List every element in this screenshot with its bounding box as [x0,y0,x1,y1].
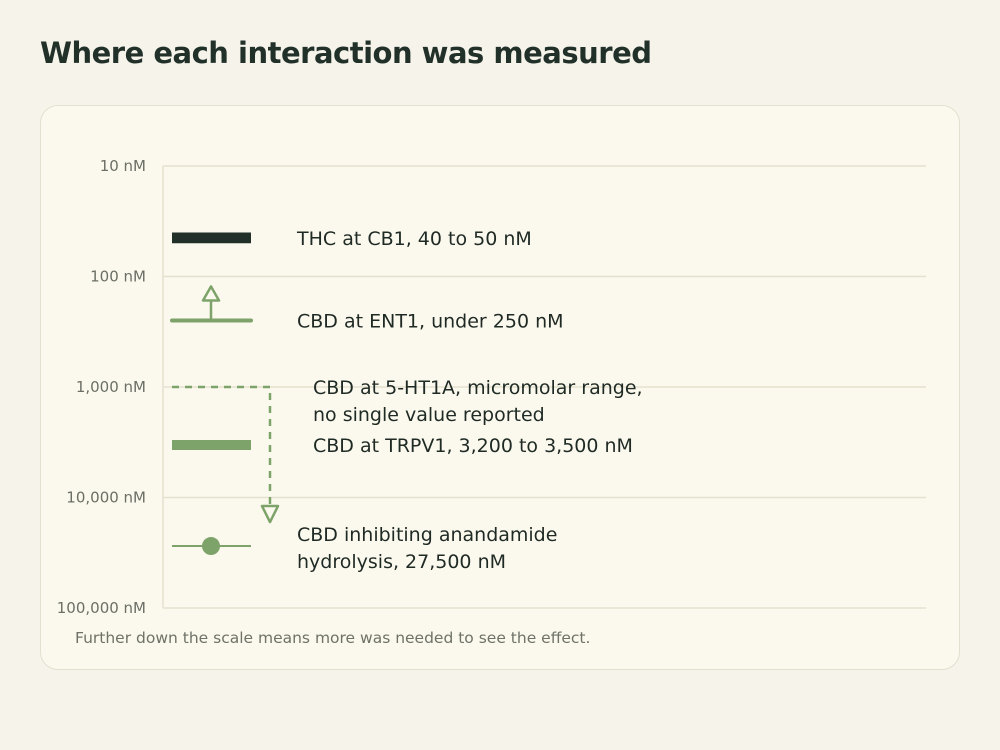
arrow-up-icon [201,285,221,302]
item-label: CBD inhibiting anandamide [297,524,557,546]
tick-label: 10,000 nM [66,489,146,507]
item-label: THC at CB1, 40 to 50 nM [296,228,532,250]
cbd-faah-point [202,537,220,556]
tick-label: 100,000 nM [57,599,146,617]
item-label: hydrolysis, 27,500 nM [297,551,506,573]
item-label: CBD at TRPV1, 3,200 to 3,500 nM [313,435,633,457]
chart-footnote: Further down the scale means more was ne… [75,629,591,647]
item-label: no single value reported [313,404,545,426]
cbd-5ht1a-dashed-range [172,385,272,507]
item-label: CBD at ENT1, under 250 nM [297,310,564,332]
page-title: Where each interaction was measured [40,36,652,70]
tick-label: 10 nM [100,157,146,175]
item-label: CBD at 5-HT1A, micromolar range, [313,377,643,399]
tick-label: 100 nM [90,268,146,286]
arrow-down-icon [260,504,280,524]
tick-label: 1,000 nM [76,378,146,396]
